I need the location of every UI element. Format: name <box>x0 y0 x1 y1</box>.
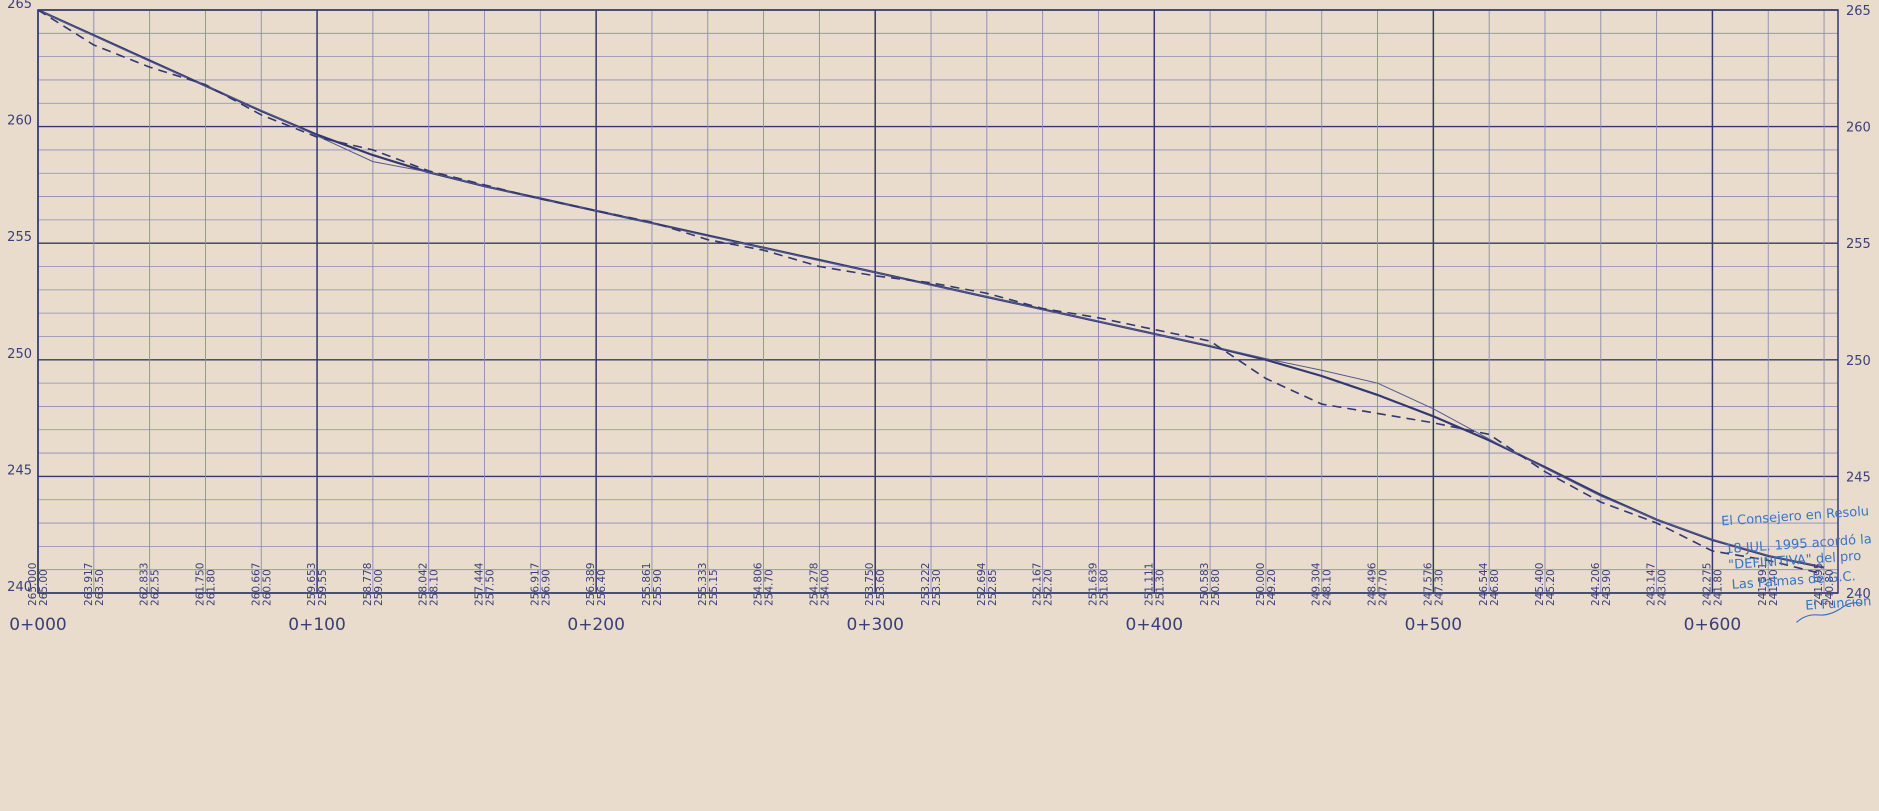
x-tick-label: 0+600 <box>1684 615 1742 635</box>
station-label-terrain: 247.30 <box>1433 569 1445 606</box>
station-label-design: 249.304 <box>1311 562 1323 606</box>
y-tick-label-left: 245 <box>7 463 32 478</box>
station-label-terrain: 254.70 <box>764 569 776 606</box>
station-label-terrain: 240.80 <box>1824 569 1836 606</box>
station-label-terrain: 246.80 <box>1489 569 1501 606</box>
station-label-terrain: 255.90 <box>652 569 664 606</box>
station-label-terrain: 253.60 <box>875 569 887 606</box>
station-label-design: 257.444 <box>474 562 486 606</box>
y-tick-label-left: 255 <box>7 230 32 245</box>
station-label-terrain: 251.80 <box>1099 569 1111 606</box>
stamp-line-5: El Funcion <box>1805 594 1872 614</box>
station-label-design: 256.917 <box>529 563 541 606</box>
station-label-terrain: 263.50 <box>94 569 106 606</box>
station-label-design: 245.400 <box>1534 563 1546 606</box>
y-tick-label-right: 255 <box>1846 237 1871 252</box>
station-label-design: 250.000 <box>1255 563 1267 606</box>
plot-frame <box>37 9 1839 594</box>
x-tick-label: 0+200 <box>567 615 625 635</box>
x-tick-label: 0+300 <box>846 615 904 635</box>
station-label-design: 263.917 <box>83 563 95 606</box>
station-label-design: 251.639 <box>1088 563 1100 606</box>
y-tick-label-right: 250 <box>1846 354 1871 369</box>
y-tick-label-left: 265 <box>7 0 32 12</box>
station-label-design: 243.147 <box>1646 563 1658 606</box>
station-label-design: 247.576 <box>1422 562 1434 606</box>
y-tick-label-left: 260 <box>7 114 32 129</box>
station-label-design: 259.653 <box>306 563 318 606</box>
station-label-terrain: 243.90 <box>1601 569 1613 606</box>
station-label-design: 256.389 <box>585 563 597 606</box>
station-label-terrain: 252.20 <box>1043 569 1055 606</box>
x-tick-labels: 0+000 0+100 0+200 0+300 0+400 0+500 0+600 <box>9 615 1741 635</box>
y-tick-label-right: 240 <box>1846 587 1871 602</box>
station-label-design: 254.806 <box>753 562 765 606</box>
station-label-terrain: 259.55 <box>317 569 329 606</box>
y-tick-label-right: 260 <box>1846 121 1871 136</box>
station-label-terrain: 256.40 <box>596 569 608 606</box>
station-label-design: 250.583 <box>1199 563 1211 606</box>
station-label-terrain: 262.55 <box>150 569 162 606</box>
station-labels: 265.000 265.00 263.917 263.50 262.833 262.55 2… <box>27 562 1836 606</box>
station-label-terrain: 250.80 <box>1210 569 1222 606</box>
station-label-terrain: 261.80 <box>205 569 217 606</box>
station-label-terrain: 257.50 <box>485 569 497 606</box>
station-label-design: 246.544 <box>1478 562 1490 606</box>
y-tick-label-right: 265 <box>1846 4 1871 19</box>
station-label-terrain: 252.85 <box>987 569 999 606</box>
station-label-terrain: 260.50 <box>261 569 273 606</box>
station-label-design: 244.206 <box>1590 562 1602 606</box>
station-label-design: 241.591 <box>1757 563 1769 606</box>
y-tick-label-right: 245 <box>1846 470 1871 485</box>
y-tick-labels: 240 240 245 245 250 250 255 255 260 260 265 265 <box>7 0 1871 602</box>
grid <box>37 9 1839 594</box>
station-label-terrain: 265.00 <box>38 569 50 606</box>
station-label-design: 251.111 <box>1143 563 1155 606</box>
station-label-design: 254.278 <box>808 563 820 606</box>
station-label-terrain: 251.30 <box>1154 569 1166 606</box>
x-tick-label: 0+000 <box>9 615 67 635</box>
station-label-terrain: 248.10 <box>1322 569 1334 606</box>
station-label-design: 255.333 <box>697 563 709 606</box>
station-label-design: 260.667 <box>250 563 262 606</box>
station-label-design: 253.750 <box>864 563 876 606</box>
station-label-design: 255.861 <box>641 563 653 606</box>
station-label-terrain: 245.20 <box>1545 569 1557 606</box>
series-lines <box>37 8 1825 576</box>
x-tick-label: 0+400 <box>1126 615 1184 635</box>
station-label-terrain: 255.15 <box>708 569 720 606</box>
y-tick-label-left: 250 <box>7 347 32 362</box>
station-label-design: 252.167 <box>1032 563 1044 606</box>
station-label-design: 265.000 <box>27 563 39 606</box>
station-label-design: 253.222 <box>920 563 932 606</box>
y-tick-label-left: 240 <box>7 580 32 595</box>
station-label-design: 241.095 <box>1813 563 1825 606</box>
station-label-terrain: 243.00 <box>1657 569 1669 606</box>
station-label-terrain: 254.00 <box>819 569 831 606</box>
x-tick-label: 0+500 <box>1405 615 1463 635</box>
station-label-design: 261.750 <box>194 563 206 606</box>
station-label-design: 248.496 <box>1367 562 1379 606</box>
station-label-design: 258.778 <box>362 563 374 606</box>
approval-stamp: El Consejero en Resolu 18 JUL. 1995 acor… <box>1721 504 1872 623</box>
stamp-signature <box>1796 602 1863 623</box>
station-label-terrain: 247.70 <box>1378 569 1390 606</box>
station-label-design: 252.694 <box>976 562 988 606</box>
station-label-terrain: 249.20 <box>1266 569 1278 606</box>
station-label-design: 242.275 <box>1701 563 1713 606</box>
x-tick-label: 0+100 <box>288 615 346 635</box>
station-label-terrain: 256.90 <box>540 569 552 606</box>
station-label-terrain: 258.10 <box>429 569 441 606</box>
station-label-terrain: 241.80 <box>1712 569 1724 606</box>
station-label-design: 262.833 <box>139 563 151 606</box>
station-label-terrain: 253.30 <box>931 569 943 606</box>
stamp-line-1: El Consejero en Resolu <box>1721 504 1870 529</box>
station-label-terrain: 259.00 <box>373 569 385 606</box>
station-label-design: 258.042 <box>418 563 430 606</box>
station-label-terrain: 241.40 <box>1768 569 1780 606</box>
